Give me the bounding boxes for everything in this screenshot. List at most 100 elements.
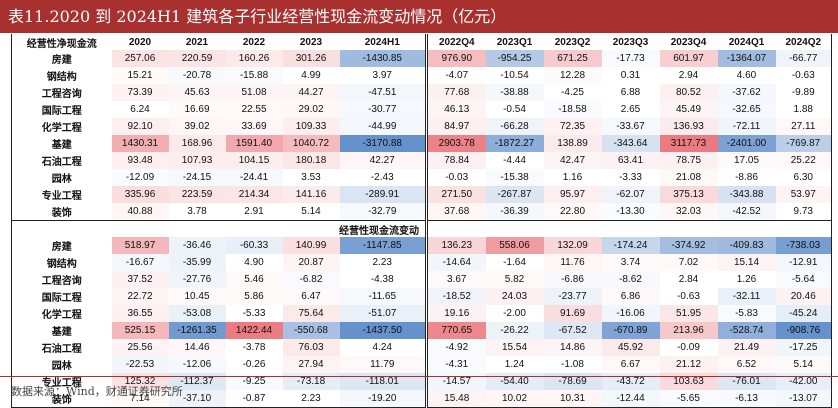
- table-row: 78.84 -4.44 42.47 63.41 78.75 17.05 25.22: [427, 152, 832, 169]
- table-row: 84.97 -66.28 72.35 -33.67 136.93 -72.11 27.11: [427, 118, 832, 135]
- table-cell: 1.26: [736, 274, 757, 285]
- table-cell: -10.54: [500, 70, 529, 81]
- table-cell: 16.69: [169, 101, 226, 118]
- column-header: 2022Q4: [438, 36, 475, 48]
- table-cell: -66.28: [485, 118, 544, 135]
- table-cell: -8.86: [735, 172, 758, 183]
- table-cell: -22.53: [111, 356, 169, 373]
- table-cell: 2.65: [620, 104, 641, 115]
- table-cell: 132.09: [543, 237, 602, 254]
- table-cell: 19.16: [427, 305, 486, 322]
- table-cell: 601.97: [659, 50, 718, 67]
- source-note: 数据来源：Wind，财通证券研究所: [11, 385, 183, 398]
- left-table: 经营性净现金流 2020 2021 2022 2023 2024H1 房建 257.06 220…: [11, 34, 426, 408]
- table-cell: 3.53: [301, 172, 321, 183]
- table-cell: 15.14: [717, 254, 776, 271]
- table-cell: 5.82: [485, 271, 544, 288]
- table-cell: 63.41: [601, 152, 660, 169]
- section2-header-row: [427, 220, 832, 237]
- table-cell: 4.24: [372, 342, 392, 353]
- table-cell: -62.07: [601, 186, 660, 203]
- row-label: 房建: [51, 55, 72, 66]
- table-row: 37.68 -36.39 22.80 -13.30 32.03 -42.52 9.73: [427, 203, 832, 221]
- left-header-row: 经营性净现金流 2020 2021 2022 2023 2024H1: [12, 34, 426, 50]
- table-row: 化学工程 36.55 -53.08 -5.33 75.64 -51.07: [12, 305, 426, 322]
- table-cell: 2.91: [244, 206, 264, 217]
- table-cell: -550.68: [282, 322, 340, 339]
- table-cell: -43.72: [601, 373, 660, 390]
- table-cell: 220.59: [168, 50, 226, 67]
- table-cell: 104.15: [225, 152, 283, 169]
- table-cell: -4.92: [428, 339, 486, 356]
- row-header-label: 经营性净现金流: [26, 38, 97, 50]
- table-cell: 3.97: [372, 70, 392, 81]
- column-header: 2023Q1: [496, 36, 533, 48]
- table-cell: -15.38: [486, 169, 544, 186]
- table-cell: -4.44: [503, 155, 526, 166]
- table-cell: -267.87: [485, 186, 544, 203]
- table-cell: 1.24: [504, 359, 525, 370]
- table-cell: 78.75: [659, 152, 718, 169]
- column-header: 2024Q1: [728, 36, 765, 48]
- table-cell: -72.11: [717, 118, 776, 135]
- row-label: 装饰: [51, 208, 72, 219]
- table-row: 装饰 7.14 -37.10 -0.87 2.23 -19.20: [12, 390, 426, 408]
- table-cell: -53.08: [168, 305, 226, 322]
- table-cell: 77.68: [427, 84, 486, 101]
- table-cell: -16.67: [111, 254, 169, 271]
- table-cell: 36.55: [111, 305, 169, 322]
- table-cell: 25.22: [775, 152, 832, 169]
- table-cell: -47.51: [339, 84, 426, 101]
- section2-header-row: 经营性现金流变动: [11, 220, 426, 237]
- table-cell: -908.76: [775, 322, 832, 339]
- table-cell: 6.30: [793, 172, 813, 183]
- table-cell: -289.91: [339, 186, 426, 203]
- table-cell: 75.64: [282, 305, 340, 322]
- table-cell: -1437.50: [339, 322, 426, 339]
- table-cell: -118.01: [339, 373, 426, 390]
- column-header: 2021: [185, 36, 209, 48]
- table-cell: -112.37: [168, 373, 226, 390]
- table-cell: 73.39: [111, 84, 169, 101]
- table-cell: -42.52: [717, 203, 776, 221]
- table-cell: 4.90: [244, 257, 264, 268]
- table-cell: -4.38: [370, 274, 394, 285]
- table-cell: -18.52: [427, 288, 486, 305]
- table-cell: -0.87: [242, 393, 266, 404]
- table-cell: 6.47: [283, 288, 340, 305]
- row-label: 国际工程: [41, 293, 82, 304]
- table-cell: -9.89: [791, 87, 815, 98]
- table-cell: -9.25: [225, 373, 283, 390]
- table-cell: -409.83: [717, 237, 776, 254]
- table-row: -4.31 1.24 -1.08 6.67 21.12 6.52 5.14: [428, 356, 832, 373]
- table-cell: -51.07: [339, 305, 426, 322]
- table-cell: -13.30: [602, 203, 660, 221]
- table-cell: 2.84: [678, 274, 699, 285]
- bottom-rule: [0, 376, 838, 377]
- table-row: 化学工程 92.10 39.02 33.69 109.33 -44.99: [12, 118, 426, 135]
- row-label: 基建: [51, 327, 72, 338]
- table-cell: 78.84: [427, 152, 486, 169]
- table-cell: 6.88: [620, 87, 641, 98]
- row-label: 园林: [51, 361, 72, 372]
- table-row: 专业工程 125.32 -112.37 -9.25 -73.18 -118.01: [12, 373, 426, 390]
- table-row: 国际工程 6.24 16.69 22.55 29.02 -30.77: [12, 101, 426, 118]
- table-cell: -16.06: [601, 305, 660, 322]
- table-row: 钢结构 -16.67 -35.99 4.90 20.87 2.23: [12, 254, 426, 271]
- table-row: 房建 257.06 220.59 160.26 301.26 -1430.85: [12, 50, 426, 67]
- table-cell: -18.58: [543, 101, 602, 118]
- table-cell: 141.16: [282, 186, 340, 203]
- table-cell: 20.87: [282, 254, 340, 271]
- table-cell: 21.49: [717, 339, 776, 356]
- table-cell: 84.97: [427, 118, 486, 135]
- table-row: 石油工程 93.48 107.93 104.15 180.18 42.27: [12, 152, 426, 169]
- table-cell: 257.06: [111, 50, 169, 67]
- table-cell: 525.15: [111, 322, 169, 339]
- table-cell: 2.94: [678, 70, 699, 81]
- table-cell: 301.26: [282, 50, 340, 67]
- table-cell: -0.26: [242, 359, 266, 370]
- table-cell: 15.54: [485, 339, 544, 356]
- table-cell: -35.99: [168, 254, 226, 271]
- table-cell: 22.80: [543, 203, 602, 221]
- table-cell: 21.12: [659, 356, 718, 373]
